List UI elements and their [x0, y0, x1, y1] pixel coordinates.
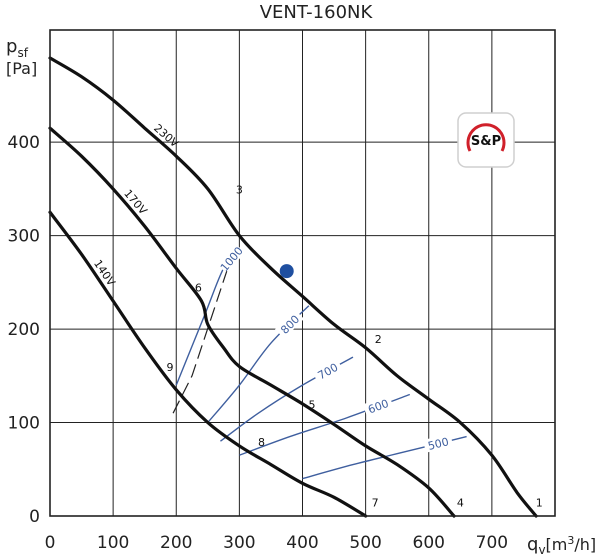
x-axis-sub: v	[538, 543, 545, 557]
point-label-2: 2	[375, 333, 382, 346]
point-label-5: 5	[308, 399, 315, 412]
efficiency-label-700: 700	[312, 358, 343, 384]
y-tick-label: 400	[8, 133, 40, 153]
x-tick-label: 100	[97, 533, 129, 553]
x-axis-main: q	[527, 534, 538, 555]
efficiency-label-1000: 1000	[217, 243, 246, 274]
point-label-7: 7	[372, 497, 379, 510]
y-tick-label: 300	[8, 227, 40, 247]
grid	[50, 30, 555, 516]
svg-text:qv[m3/h]: qv[m3/h]	[527, 534, 596, 557]
operating-point-marker	[279, 264, 294, 279]
y-axis-unit: [Pa]	[6, 59, 37, 78]
efficiency-label-600: 600	[362, 394, 394, 417]
svg-text:600: 600	[366, 397, 390, 416]
point-label-4: 4	[457, 497, 464, 510]
point-label-1: 1	[536, 497, 543, 510]
point-label-8: 8	[258, 436, 265, 449]
x-axis-unit: [m	[546, 535, 568, 554]
x-tick-label: 700	[476, 533, 508, 553]
x-axis-title: qv[m3/h]	[527, 534, 596, 557]
x-tick-label: 200	[160, 533, 192, 553]
y-axis-main: p	[6, 36, 17, 57]
y-axis-title: psf [Pa]	[6, 36, 37, 78]
point-label-9: 9	[166, 361, 173, 374]
tick-labels: 0 100 200 300 400 500 600 700 0 100 200 300 400	[8, 133, 509, 553]
x-tick-label: 600	[413, 533, 445, 553]
fan-curve-170V	[48, 126, 456, 518]
x-axis-exp: 3	[567, 534, 574, 547]
x-tick-label: 500	[349, 533, 381, 553]
system-line	[172, 270, 228, 414]
x-tick-label: 400	[286, 533, 318, 553]
logo-text: S&P	[471, 134, 501, 149]
svg-text:500: 500	[427, 435, 451, 453]
point-label-6: 6	[195, 282, 202, 295]
x-axis-unit-end: /h]	[574, 535, 596, 554]
x-tick-label: 300	[223, 533, 255, 553]
y-tick-label: 200	[8, 320, 40, 340]
chart-title: VENT-160NK	[260, 2, 374, 23]
system-resistance-line	[172, 270, 228, 414]
y-tick-label: 100	[8, 414, 40, 434]
svg-text:psf: psf	[6, 36, 29, 60]
efficiency-label-500: 500	[422, 433, 454, 453]
fan-curve-230V	[48, 56, 538, 518]
fan-curve-140V	[48, 210, 368, 518]
y-tick-label: 0	[29, 507, 40, 527]
point-labels: 1 2 3 4 5 6 7 8 9	[166, 184, 542, 510]
plot-frame	[49, 29, 556, 517]
point-label-3: 3	[236, 184, 243, 197]
x-tick-label: 0	[45, 533, 56, 553]
brand-logo: S&P	[457, 112, 515, 168]
y-axis-sub: sf	[17, 46, 28, 60]
